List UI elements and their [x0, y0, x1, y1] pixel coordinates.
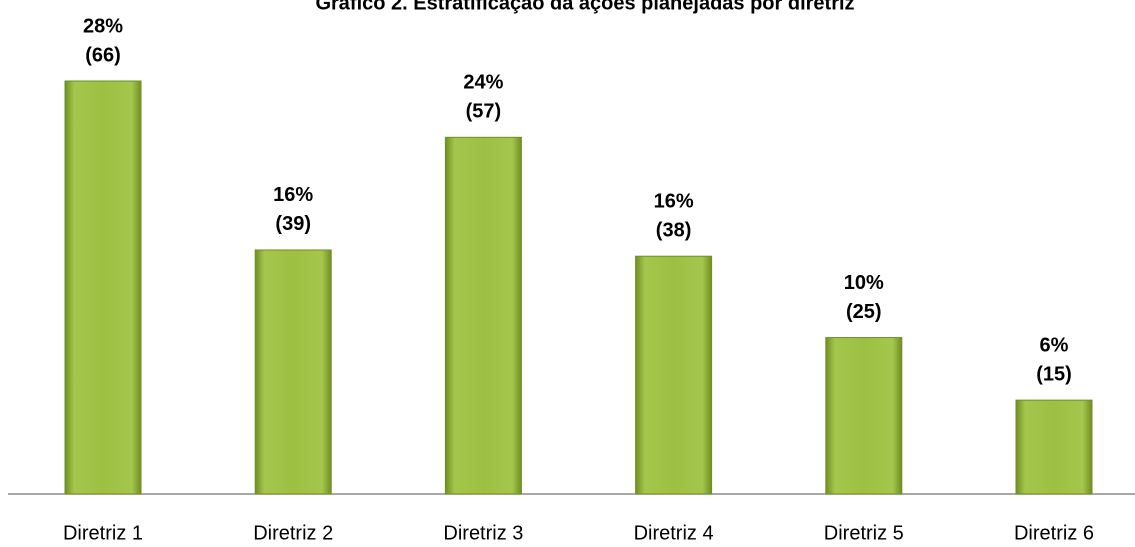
value-label: 10% — [844, 272, 884, 294]
value-label: (15) — [1036, 363, 1072, 385]
x-tick-label: Diretriz 5 — [824, 522, 904, 544]
bar — [254, 249, 332, 495]
x-tick-label: Diretriz 1 — [63, 522, 143, 544]
bar — [825, 337, 903, 495]
x-tick-label: Diretriz 3 — [443, 522, 523, 544]
x-tick-label: Diretriz 6 — [1014, 522, 1094, 544]
value-label: 24% — [463, 72, 503, 94]
value-label: 16% — [273, 184, 313, 206]
value-label: (38) — [656, 219, 692, 241]
value-label: 6% — [1040, 334, 1069, 356]
bar — [444, 136, 522, 495]
value-label: (39) — [275, 213, 311, 235]
x-tick-label: Diretriz 2 — [253, 522, 333, 544]
value-label: (66) — [85, 44, 121, 66]
value-label: 16% — [654, 190, 694, 212]
value-label: (25) — [846, 301, 882, 323]
bar — [1015, 399, 1093, 495]
value-label: 28% — [83, 15, 123, 37]
value-label: (57) — [466, 101, 502, 123]
bar — [64, 80, 142, 495]
chart-title: Gráfico 2. Estratificação da ações plane… — [315, 0, 854, 14]
x-tick-label: Diretriz 4 — [634, 522, 714, 544]
bar — [635, 255, 713, 495]
